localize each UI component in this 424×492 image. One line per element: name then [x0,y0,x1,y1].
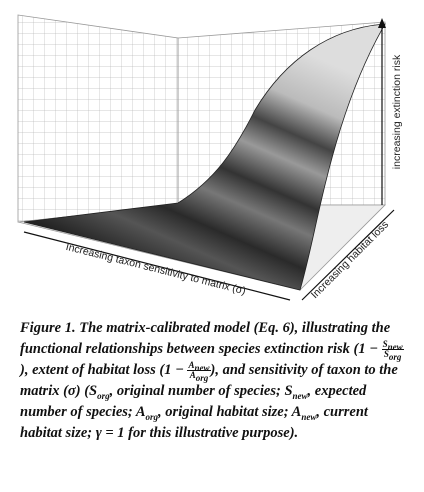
definition: , current habitat size; [20,404,368,441]
subscript: org [97,390,110,401]
symbol: S [284,383,293,399]
caption-text: The matrix-calibrated model (Eq. 6), ill… [20,320,391,357]
subscript: new [194,362,210,373]
subscript: org [388,351,402,362]
symbol: A [188,360,195,371]
symbol: A [189,370,196,381]
subscript: new [387,341,403,352]
subscript: org [145,411,159,422]
z-arrow [378,18,386,28]
symbol: S [382,339,388,350]
y-axis [301,209,395,301]
subscript: new [292,390,308,401]
caption-text: ), and sensitivity of taxon to the matri… [20,362,398,399]
z-axis-label: increasing extinction risk [391,54,403,169]
x-axis [23,231,291,301]
caption-text: ), extent of habitat loss (1 − [20,362,184,378]
symbol: S [89,383,98,399]
subscript: new [301,411,317,422]
caption-label: Figure 1. [20,320,76,336]
symbol: A [291,404,302,420]
subscript: org [195,372,209,383]
fraction: Snew Sorg [381,339,404,362]
surface [23,23,386,291]
figure: increasing extinction risk Increasing ha… [17,14,403,301]
symbol: S [383,349,389,360]
definition: , original number of species; [109,383,281,399]
definitions: Sorg, original number of species; Snew, … [20,383,368,441]
fraction: Anew Aorg [187,360,211,383]
back-wall-left [17,14,179,223]
caption: Figure 1. The matrix-calibrated model (E… [20,318,412,444]
caption-text: γ = 1 for this illustrative purpose). [95,425,299,441]
definition: , original habitat size; [158,404,289,420]
definition: , expected number of species; [20,383,367,420]
symbol: A [135,404,146,420]
